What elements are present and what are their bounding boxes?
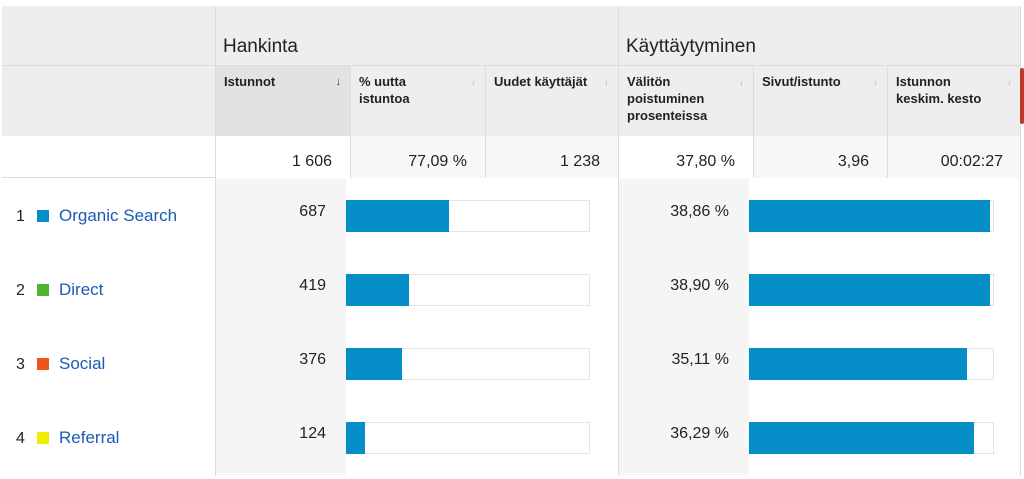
row-label-cell: 3 Social (2, 327, 215, 401)
side-panel-edge (1020, 68, 1024, 124)
table-row: 2 Direct 419 38,90 % (2, 253, 1021, 327)
bounce-bar-cell (749, 253, 1021, 327)
bounce-rate-value: 38,86 % (618, 179, 749, 253)
sessions-bar (346, 348, 402, 380)
bounce-rate-value: 35,11 % (618, 327, 749, 401)
sort-arrow-icon[interactable]: ↓ (872, 76, 879, 88)
header-new-sessions-pct[interactable]: % uutta istuntoa ↓ (350, 66, 485, 136)
sort-arrow-icon[interactable]: ↓ (603, 76, 610, 88)
header-pages-per-session[interactable]: Sivut/istunto ↓ (753, 66, 887, 136)
total-pages-per-session: 3,96 (753, 136, 887, 178)
group-title-acquisition: Hankinta (223, 36, 298, 57)
totals-row: 1 606 77,09 % 1 238 37,80 % 3,96 00:02:2… (2, 136, 1021, 178)
channel-link[interactable]: Social (59, 354, 106, 373)
bounce-rate-value: 38,90 % (618, 253, 749, 327)
sessions-value: 419 (215, 253, 346, 327)
channel-color-swatch (37, 358, 49, 370)
header-bounce-rate[interactable]: Välitön poistuminen prosenteissa ↓ (618, 66, 753, 136)
total-bounce-rate: 37,80 % (618, 136, 753, 178)
sessions-value: 124 (215, 401, 346, 475)
bounce-bar-cell (749, 401, 1021, 475)
table-row: 3 Social 376 35,11 % (2, 327, 1021, 401)
column-header-row: Istunnot ↓ % uutta istuntoa ↓ Uudet käyt… (2, 66, 1021, 136)
bounce-bar-track (749, 422, 994, 454)
group-title-behavior: Käyttäytyminen (626, 36, 756, 57)
bounce-bar-track (749, 200, 994, 232)
channel-color-swatch (37, 432, 49, 444)
column-divider (618, 6, 619, 476)
column-divider (215, 6, 216, 476)
column-group-header: Hankinta Käyttäytyminen (2, 6, 1021, 66)
sessions-bar-cell (346, 253, 618, 327)
sessions-bar (346, 200, 449, 232)
sessions-value: 376 (215, 327, 346, 401)
row-label-cell: 4 Referral (2, 401, 215, 475)
sessions-bar-track (346, 422, 590, 454)
total-new-sessions-pct: 77,09 % (350, 136, 485, 178)
sort-arrow-icon[interactable]: ↓ (1006, 76, 1013, 88)
header-avg-session-duration[interactable]: Istunnon keskim. kesto ↓ (887, 66, 1021, 136)
column-divider (1020, 6, 1021, 476)
table-row: 1 Organic Search 687 38,86 % (2, 179, 1021, 253)
header-bounce-rate-label: Välitön poistuminen prosenteissa (627, 74, 708, 123)
sessions-bar-cell (346, 327, 618, 401)
bounce-bar-track (749, 348, 994, 380)
table-row: 4 Referral 124 36,29 % (2, 401, 1021, 475)
bounce-rate-value: 36,29 % (618, 401, 749, 475)
sort-arrow-icon[interactable]: ↓ (335, 76, 342, 88)
channel-link[interactable]: Organic Search (59, 206, 178, 225)
sessions-bar-track (346, 348, 590, 380)
sessions-bar-cell (346, 401, 618, 475)
bounce-rate-bar (749, 422, 974, 454)
bounce-bar-track (749, 274, 994, 306)
header-avg-session-duration-label: Istunnon keskim. kesto (896, 74, 982, 106)
channel-color-swatch (37, 210, 49, 222)
row-index: 4 (16, 430, 25, 447)
channel-link[interactable]: Direct (59, 280, 104, 299)
header-pages-per-session-label: Sivut/istunto (762, 74, 841, 89)
bounce-rate-bar (749, 274, 990, 306)
bounce-rate-bar (749, 348, 967, 380)
sessions-bar-cell (346, 179, 618, 253)
total-new-users: 1 238 (485, 136, 618, 178)
bounce-bar-cell (749, 179, 1021, 253)
header-new-users-label: Uudet käyttäjät (494, 74, 588, 89)
sort-arrow-icon[interactable]: ↓ (470, 76, 477, 88)
sessions-value: 687 (215, 179, 346, 253)
sort-arrow-icon[interactable]: ↓ (738, 76, 745, 88)
header-new-sessions-pct-label: % uutta istuntoa (359, 74, 410, 106)
sessions-bar-track (346, 274, 590, 306)
bounce-rate-bar (749, 200, 990, 232)
row-index: 3 (16, 356, 25, 373)
bounce-bar-cell (749, 327, 1021, 401)
row-index: 1 (16, 208, 25, 225)
total-sessions: 1 606 (215, 136, 350, 178)
sessions-bar (346, 422, 365, 454)
row-label-cell: 1 Organic Search (2, 179, 215, 253)
channel-link[interactable]: Referral (59, 428, 120, 447)
sessions-bar-track (346, 200, 590, 232)
header-sessions[interactable]: Istunnot ↓ (215, 66, 350, 136)
header-sessions-label: Istunnot (224, 74, 276, 89)
row-index: 2 (16, 282, 25, 299)
total-avg-session-duration: 00:02:27 (887, 136, 1021, 178)
channel-color-swatch (37, 284, 49, 296)
sessions-bar (346, 274, 409, 306)
row-label-cell: 2 Direct (2, 253, 215, 327)
header-new-users[interactable]: Uudet käyttäjät ↓ (485, 66, 618, 136)
